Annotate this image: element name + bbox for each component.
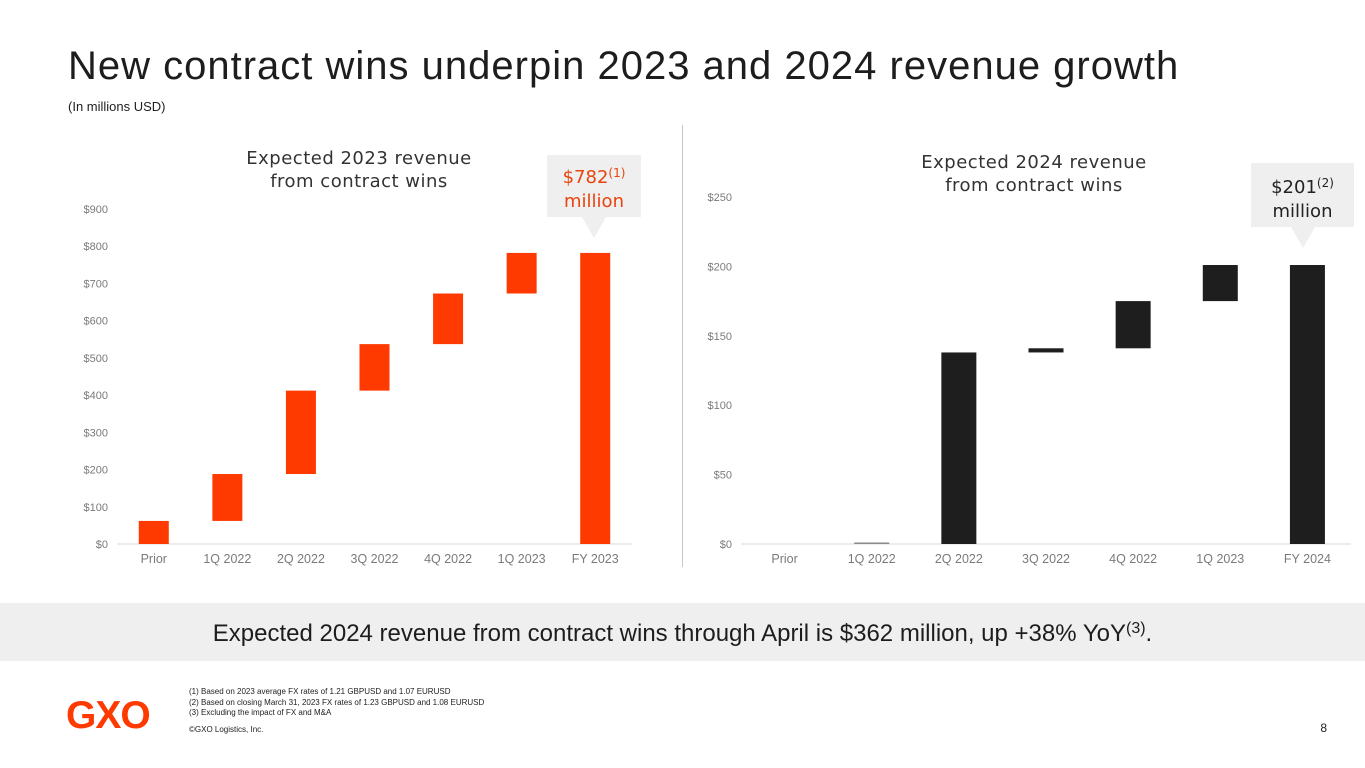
chart-2023-ytick-label: $100: [84, 502, 108, 514]
chart-2024-bar: [1115, 301, 1151, 349]
chart-2023: $0 $100 $200 $300 $400 $500 $600 $700 $800 $900 Pr…: [84, 204, 632, 566]
chart-2023-ytick-label: $300: [84, 427, 108, 439]
callout-2023-value: $782(1): [562, 166, 626, 188]
chart-2024-ytick-label: $100: [708, 400, 732, 412]
chart-2023-ytick-label: $0: [96, 539, 108, 551]
chart-2023-xtick-label: Prior: [141, 552, 167, 566]
chart-2023-xtick-label: FY 2023: [572, 552, 619, 566]
chart-2024-xtick-label: 1Q 2023: [1196, 552, 1244, 566]
svg-text:GXO: GXO: [66, 694, 150, 734]
footnote-1: (1) Based on 2023 average FX rates of 1.…: [189, 687, 451, 696]
chart-2024-xtick-label: 4Q 2022: [1109, 552, 1157, 566]
gxo-logo: GXO: [66, 694, 151, 734]
chart-2024: $0 $50 $100 $150 $200 $250 Prior 1Q 2022 2Q 2022…: [708, 192, 1351, 566]
copyright: ©GXO Logistics, Inc.: [189, 725, 264, 734]
chart-2023-ytick-label: $900: [84, 204, 108, 216]
chart-2024-title: Expected 2024 revenue from contract wins: [921, 152, 1147, 196]
callout-2024-unit: million: [1272, 201, 1333, 222]
chart-2024-ytick-label: $0: [720, 539, 732, 551]
chart-2023-bar: [506, 252, 537, 294]
chart-2023-ytick-label: $400: [84, 390, 108, 402]
chart-2023-xtick-label: 3Q 2022: [351, 552, 399, 566]
chart-2024-ytick-label: $50: [714, 470, 732, 482]
footnote-2: (2) Based on closing March 31, 2023 FX r…: [189, 697, 485, 707]
chart-2024-bar: [1202, 265, 1238, 302]
chart-2023-bar: [138, 520, 169, 544]
chart-2024-ytick-label: $150: [708, 331, 732, 343]
chart-2023-callout: $782(1) million: [547, 155, 641, 238]
chart-2024-ytick-label: $200: [708, 261, 732, 273]
callout-2024-value: $201(2): [1271, 176, 1334, 198]
chart-2023-title: Expected 2023 revenue from contract wins: [246, 148, 472, 192]
chart-2023-ytick-label: $800: [84, 241, 108, 253]
chart-2024-bar: [1289, 265, 1325, 544]
chart-2023-bar: [580, 252, 611, 544]
footnote-3: (3) Excluding the impact of FX and M&A: [189, 708, 332, 717]
chart-2024-xtick-label: 2Q 2022: [935, 552, 983, 566]
chart-2023-xtick-label: 2Q 2022: [277, 552, 325, 566]
callout-2023-unit: million: [564, 191, 624, 212]
summary-banner: Expected 2024 revenue from contract wins…: [0, 603, 1365, 661]
chart-2024-xtick-label: 1Q 2022: [848, 552, 896, 566]
chart-2023-ytick-label: $700: [84, 278, 108, 290]
chart-2023-ytick-label: $200: [84, 465, 108, 477]
chart-2023-ytick-label: $500: [84, 353, 108, 365]
footnotes: (1) Based on 2023 average FX rates of 1.…: [189, 687, 484, 719]
chart-2024-ytick-label: $250: [708, 192, 732, 204]
page-subtitle: (In millions USD): [68, 99, 166, 114]
chart-2024-bar: [941, 352, 977, 544]
chart-divider: [682, 125, 683, 567]
chart-2023-xtick-label: 4Q 2022: [424, 552, 472, 566]
chart-2023-xtick-label: 1Q 2023: [498, 552, 546, 566]
chart-2023-ytick-label: $600: [84, 316, 108, 328]
chart-2024-bar: [854, 542, 890, 544]
page-number: 8: [1320, 721, 1327, 735]
chart-2024-callout: $201(2) million: [1251, 163, 1354, 248]
chart-2023-bar: [359, 344, 390, 391]
chart-2023-bar: [285, 390, 316, 475]
chart-2023-xtick-label: 1Q 2022: [203, 552, 251, 566]
chart-2024-xtick-label: Prior: [771, 552, 797, 566]
chart-2024-xtick-label: 3Q 2022: [1022, 552, 1070, 566]
chart-2023-bar: [212, 474, 243, 521]
chart-2024-xtick-label: FY 2024: [1284, 552, 1331, 566]
chart-2023-bar: [433, 293, 464, 345]
chart-2024-bar: [1028, 348, 1064, 353]
page-title: New contract wins underpin 2023 and 2024…: [68, 44, 1180, 88]
